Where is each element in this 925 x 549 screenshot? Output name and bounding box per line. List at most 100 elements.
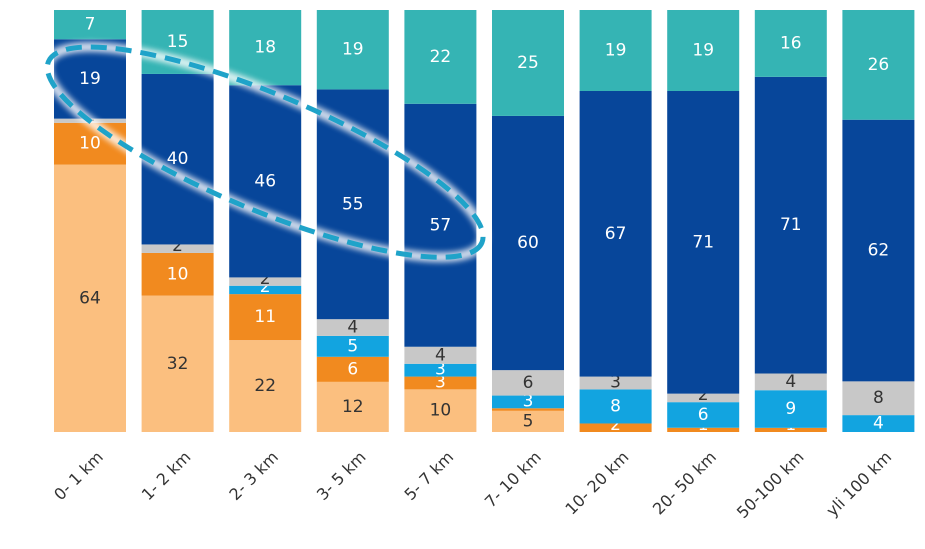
data-label: 11 — [254, 307, 276, 327]
data-label: 4 — [347, 318, 358, 338]
data-label: 18 — [254, 38, 276, 58]
category-label: 7- 10 km — [481, 447, 545, 511]
data-label: 2 — [610, 415, 621, 435]
category-label: 1- 2 km — [138, 447, 195, 504]
category-label: 0- 1 km — [50, 447, 107, 504]
data-label: 6 — [698, 405, 709, 425]
bar-segment — [754, 427, 827, 432]
bar-segment — [316, 10, 389, 90]
data-label: 2 — [698, 385, 709, 405]
bar-segment — [316, 356, 389, 382]
data-label: 55 — [342, 194, 364, 214]
data-label: 2 — [260, 269, 271, 289]
data-label: 62 — [868, 241, 890, 261]
bar-segment — [579, 376, 652, 390]
bar-segment — [229, 277, 302, 286]
bar-segment — [316, 381, 389, 432]
data-label: 10 — [79, 134, 101, 154]
bar-segment — [492, 115, 564, 371]
bar-segment — [754, 76, 827, 374]
data-label: 3 — [435, 360, 446, 380]
bar-segment — [404, 346, 477, 364]
data-label: 19 — [342, 40, 364, 60]
bar-segment — [54, 10, 126, 40]
data-label: 3 — [435, 372, 446, 392]
data-label: 4 — [785, 372, 796, 392]
data-label: 15 — [167, 32, 189, 52]
data-label: 22 — [254, 376, 276, 396]
data-label: 4 — [435, 345, 446, 365]
dashed-ellipse — [44, 44, 486, 260]
bar-segment — [492, 10, 564, 116]
data-label: 57 — [430, 215, 452, 235]
bar-segment — [54, 164, 126, 432]
data-label: 4 — [873, 414, 884, 434]
data-label: 9 — [785, 399, 796, 419]
data-label: 60 — [517, 233, 539, 253]
bar-segment — [492, 395, 564, 409]
bar-segment — [404, 389, 477, 432]
data-label: 26 — [868, 55, 890, 75]
highlight-annotation — [42, 41, 489, 263]
bar-segment — [667, 427, 740, 432]
data-label: 71 — [780, 215, 802, 235]
data-label: 5 — [347, 336, 358, 356]
bar-segment — [492, 370, 564, 396]
data-label: 6 — [523, 373, 534, 393]
bar-segment — [667, 393, 740, 403]
data-label: 5 — [523, 411, 534, 431]
data-label: 10 — [167, 264, 189, 284]
bar-segment — [579, 389, 652, 424]
bar-segment — [754, 390, 827, 428]
category-label: yli 100 km — [822, 447, 895, 520]
data-label: 22 — [430, 47, 452, 67]
bar-segment — [667, 90, 740, 394]
bar-segment — [492, 408, 564, 411]
bar-segment — [229, 294, 302, 341]
data-label: 71 — [692, 232, 714, 252]
bars-group: 6410119732102401522112246181265455191033… — [54, 10, 915, 435]
bar-segment — [579, 10, 652, 91]
category-label: 50-100 km — [733, 447, 808, 522]
data-label: 8 — [610, 396, 621, 416]
bar-segment — [842, 10, 915, 120]
bar-segment — [141, 252, 214, 296]
bar-segment — [404, 103, 477, 347]
data-label: 2 — [260, 277, 271, 297]
bar-segment — [404, 376, 477, 390]
bar-segment — [316, 335, 389, 357]
category-label: 20- 50 km — [649, 447, 720, 518]
bar-segment — [229, 85, 302, 278]
data-label: 3 — [523, 391, 534, 411]
bar-segment — [404, 10, 477, 104]
bar-segment — [141, 244, 214, 253]
bar-segment — [754, 373, 827, 391]
category-label: 3- 5 km — [313, 447, 370, 504]
data-label: 67 — [605, 224, 627, 244]
bar-segment — [492, 410, 564, 432]
data-label: 40 — [167, 149, 189, 169]
bar-segment — [404, 363, 477, 377]
bar-segment — [842, 415, 915, 432]
data-label: 6 — [347, 359, 358, 379]
data-label: 46 — [254, 171, 276, 191]
category-label: 5- 7 km — [401, 447, 458, 504]
data-label: 3 — [610, 372, 621, 392]
data-label: 2 — [172, 236, 183, 256]
bar-segment — [229, 340, 302, 432]
data-label: 16 — [780, 33, 802, 53]
category-label: 10- 20 km — [561, 447, 632, 518]
data-label: 19 — [79, 69, 101, 89]
data-label: 19 — [605, 40, 627, 60]
bar-segment — [842, 381, 915, 416]
bar-segment — [229, 285, 302, 295]
bar-segment — [754, 10, 827, 77]
bar-segment — [229, 10, 302, 86]
data-label: 32 — [167, 354, 189, 374]
bar-segment — [667, 10, 740, 91]
data-label: 25 — [517, 53, 539, 73]
data-label: 64 — [79, 288, 101, 308]
data-label: 8 — [873, 388, 884, 408]
bar-segment — [316, 319, 389, 336]
